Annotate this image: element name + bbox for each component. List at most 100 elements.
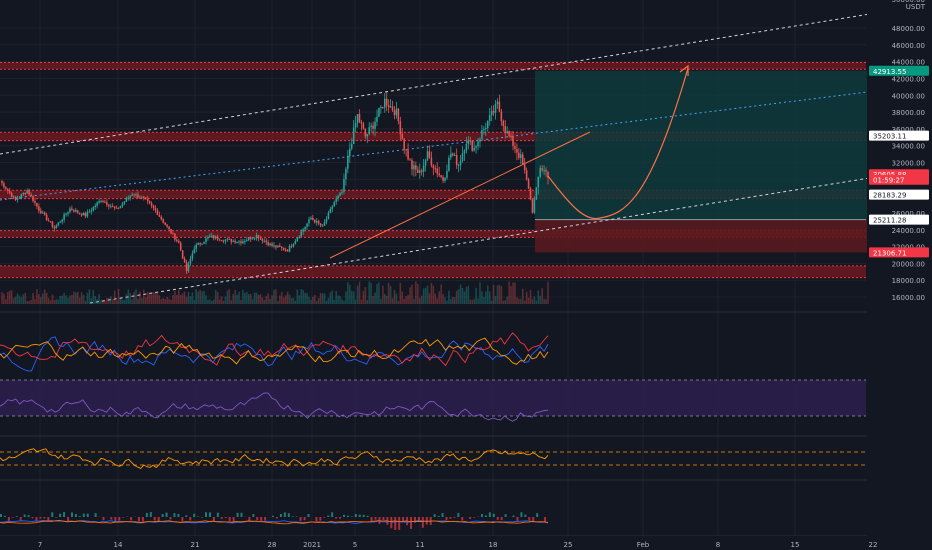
volume-bar [347, 282, 349, 304]
candle-up [277, 245, 279, 248]
channel-mid-line[interactable] [0, 83, 932, 201]
candle-up [193, 248, 196, 254]
candle-up [543, 169, 545, 171]
candle-down [45, 214, 48, 221]
projection-path[interactable] [547, 64, 689, 220]
volume-bar [304, 292, 306, 304]
channel-lower-line[interactable] [89, 167, 932, 304]
volume-bar [520, 298, 522, 304]
candle-up [253, 238, 256, 240]
candle-down [172, 233, 174, 235]
volume-bar [201, 291, 203, 304]
candle-up [479, 138, 481, 142]
volume-bar [403, 298, 405, 304]
volume-bar [298, 295, 301, 304]
macd-histogram-bar [374, 517, 377, 520]
volume-bar [432, 285, 435, 304]
macd-histogram-bar [437, 515, 440, 517]
candle-up [197, 243, 199, 245]
candle-up [366, 134, 369, 137]
volume-bar [267, 293, 269, 304]
volume-bar [275, 289, 277, 304]
volume-bar [123, 299, 126, 304]
candle-up [341, 191, 343, 193]
candle-up [380, 106, 382, 108]
volume-bar [96, 298, 98, 304]
long-stop-area[interactable] [535, 219, 867, 253]
candle-down [290, 245, 293, 247]
volume-bar [111, 299, 114, 304]
candle-up [69, 208, 71, 213]
volume-bar [479, 282, 481, 304]
price-tick-label: 34000.00 [892, 143, 925, 151]
price-label: 25211.28 [873, 217, 906, 225]
candle-up [347, 156, 349, 169]
price-tick-label: 24000.00 [892, 227, 925, 235]
candle-up [63, 214, 65, 220]
long-target-area[interactable] [535, 70, 867, 220]
candle-up [308, 219, 310, 224]
macd-histogram-bar [161, 513, 164, 517]
volume-bar [160, 299, 163, 304]
price-axis-background [867, 0, 932, 536]
price-tick-label: 44000.00 [892, 59, 925, 67]
volume-bar [498, 284, 501, 304]
volume-bar [279, 295, 281, 304]
candle-up [96, 202, 98, 206]
candle-down [541, 168, 543, 171]
macd-histogram-bar [417, 517, 420, 522]
macd-histogram-bar [201, 517, 204, 518]
volume-bar [104, 300, 106, 304]
candle-down [428, 151, 431, 158]
volume-bar [234, 289, 236, 304]
long-position-tool[interactable] [535, 70, 867, 253]
volume-bar [438, 291, 440, 304]
candle-up [251, 238, 254, 240]
candle-down [442, 177, 444, 181]
time-tick-label: 5 [353, 541, 357, 549]
volume-bar [49, 300, 52, 304]
price-axis[interactable]: USDT 48000.00 46000.00 44000.00 42000.00 400… [867, 0, 932, 536]
candle-up [345, 168, 347, 180]
volume-bar [440, 284, 442, 304]
macd-histogram-bar [31, 517, 34, 519]
candle-up [467, 140, 470, 145]
candle-up [109, 206, 112, 208]
volume-bar [424, 287, 427, 304]
volume-bar [317, 298, 320, 304]
volume-bar [1, 292, 3, 304]
macd-histogram-bar [354, 514, 357, 517]
volume-bar [512, 282, 514, 304]
projection-curve[interactable] [547, 67, 689, 220]
sr-zone [0, 230, 866, 238]
candle-down [176, 239, 178, 242]
candle-up [214, 236, 217, 239]
volume-bar [282, 297, 285, 304]
candle-up [94, 205, 96, 208]
support-trend-line[interactable] [329, 131, 591, 259]
macd-histogram-bar [307, 513, 310, 517]
candle-up [539, 168, 542, 177]
trend-lines[interactable] [0, 3, 932, 304]
volume-bar [409, 287, 411, 304]
time-axis[interactable]: 7 14 21 28 2021 5 11 18 25 Feb 8 15 22 [0, 536, 932, 550]
volume-bar [364, 287, 367, 304]
macd-histogram-bar [528, 517, 531, 520]
candle-up [488, 115, 491, 121]
candle-down [510, 136, 512, 138]
volume-bar [249, 294, 252, 304]
volume-bar [467, 285, 470, 304]
volume-bar [220, 296, 223, 304]
volume-bar [455, 290, 458, 304]
macd-histogram-bar [15, 516, 18, 517]
candle-down [405, 149, 407, 151]
candle-up [135, 194, 137, 196]
candle-down [362, 123, 365, 129]
volume-bar [430, 282, 433, 304]
volume-bar [189, 296, 192, 304]
candle-up [413, 165, 415, 170]
channel-upper-line[interactable] [0, 3, 932, 155]
candle-up [483, 128, 485, 131]
macd-histogram-bar [39, 517, 42, 519]
